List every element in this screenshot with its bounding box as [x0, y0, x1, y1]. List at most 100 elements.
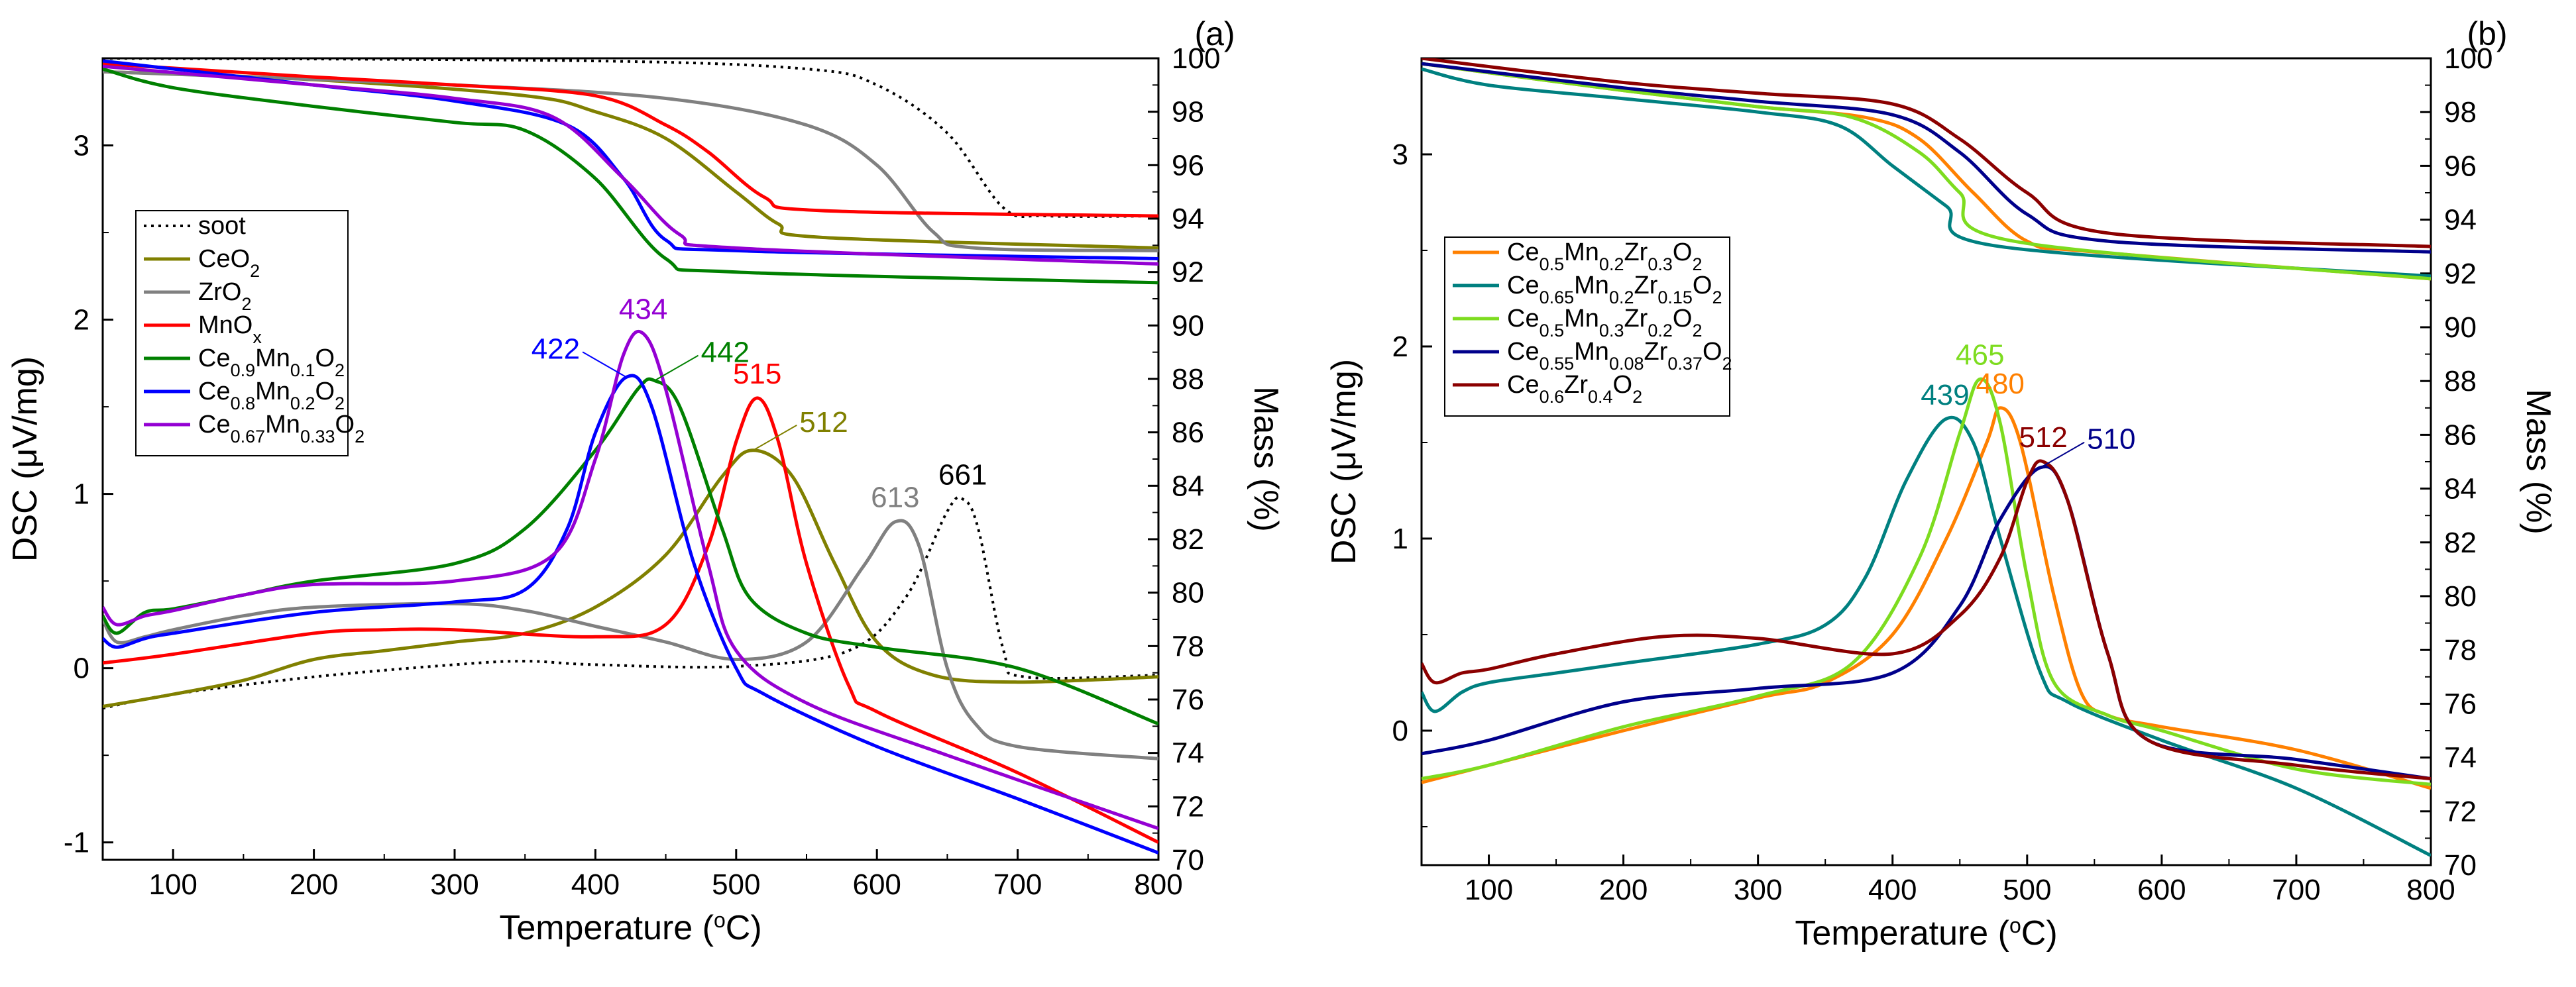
x-tick-label: 400 — [571, 868, 620, 901]
y2-tick-label: 96 — [1172, 149, 1204, 182]
x-tick-label: 500 — [712, 868, 760, 901]
y-tick-label: 1 — [74, 478, 89, 511]
legend-entry: soot — [198, 212, 246, 240]
ce09_peak_442: 442 — [701, 337, 750, 369]
legend-text-part: 0.5 — [1540, 321, 1565, 340]
mass-curve-MnOx — [103, 62, 1158, 218]
legend-text-part: 0.2 — [1648, 321, 1673, 340]
legend-text-part: MnO — [198, 311, 252, 339]
panel-label: (a) — [1194, 15, 1235, 52]
y2-tick-label: 70 — [2444, 849, 2477, 882]
y-axis-right: 70 72 74 76 78 80 82 84 86 88 90 92 94 96 98 100 Mass (%… — [1148, 42, 1285, 876]
y2-tick-label: 98 — [1172, 96, 1204, 129]
y2-tick-label: 72 — [1172, 790, 1204, 823]
legend-text-part: 0.15 — [1657, 287, 1693, 307]
dsc-curve-MnOx — [103, 396, 1158, 844]
soot_peak_661: 661 — [938, 459, 987, 492]
y2-tick-label: 84 — [1172, 470, 1204, 502]
x-axis-title-part: C) — [726, 909, 762, 947]
legend-text-part: Mn — [1574, 272, 1609, 299]
legend-text-part: 0.3 — [1599, 321, 1624, 340]
legend-text-part: 0.1 — [290, 360, 315, 380]
mnox_peak_515: 515 — [733, 358, 781, 390]
legend-text-part: O — [1703, 338, 1722, 366]
legend-text-part: Ce — [198, 411, 231, 439]
legend-text-part: O — [315, 344, 335, 372]
legend-entry: ZrO2 — [198, 278, 251, 314]
y-tick-label: 2 — [74, 304, 89, 337]
y-tick-label: 0 — [1392, 715, 1408, 747]
legend-text-part: O — [1613, 371, 1633, 399]
y2-tick-label: 78 — [1172, 630, 1204, 662]
b_peak_510: 510 — [2087, 423, 2135, 456]
x-tick-label: 800 — [1134, 868, 1182, 901]
legend-text-part: 0.9 — [231, 360, 256, 380]
y-tick-label: -1 — [64, 827, 89, 859]
legend-text-part: O — [315, 378, 335, 405]
y2-tick-label: 88 — [2444, 365, 2477, 397]
annotation-leader — [582, 351, 627, 378]
y-axis-left: 0 1 2 3 DSC (μV/mg) — [1325, 58, 1432, 827]
y2-tick-label: 94 — [1172, 203, 1204, 235]
dsc-curve-Ce0.6Zr0.4O2 — [1422, 459, 2431, 780]
y-axis-title: DSC (μV/mg) — [1325, 359, 1363, 564]
y2-tick-label: 80 — [2444, 580, 2477, 613]
legend-text-part: 2 — [241, 294, 251, 314]
y2-tick-label: 74 — [1172, 737, 1204, 770]
y-tick-label: 3 — [74, 130, 89, 162]
y2-tick-label: 86 — [2444, 419, 2477, 451]
annotation-leader — [2040, 441, 2085, 468]
legend-text-part: Ce — [1507, 338, 1540, 366]
y2-tick-label: 84 — [2444, 473, 2477, 505]
legend-text-part: 2 — [355, 427, 364, 446]
legend-text-part: 0.55 — [1540, 354, 1575, 374]
legend-text-part: 0.2 — [1599, 254, 1624, 274]
y2-tick-label: 100 — [2444, 42, 2492, 75]
legend-text-part: Mn — [255, 344, 290, 372]
y2-tick-label: 96 — [2444, 150, 2477, 182]
y-axis-title: DSC (μV/mg) — [6, 356, 44, 562]
legend-text-part: 0.67 — [231, 427, 266, 446]
y2-tick-label: 76 — [2444, 688, 2477, 720]
x-tick-label: 400 — [1868, 874, 1917, 906]
y-axis-right: 70 72 74 76 78 80 82 84 86 88 90 92 94 96 98 100 Mass (%… — [2420, 42, 2557, 882]
legend-text-part: Zr — [1644, 338, 1668, 366]
y-tick-label: 0 — [74, 652, 89, 685]
mass-curve-soot — [103, 58, 1158, 218]
x-tick-label: 300 — [430, 868, 478, 901]
legend-entry: Ce0.67Mn0.33O2 — [198, 411, 364, 446]
legend-text-part: Ce — [1507, 238, 1540, 266]
mass-curve-Ce0.6Zr0.4O2 — [1422, 58, 2431, 248]
y2-tick-label: 100 — [1172, 42, 1220, 75]
x-axis: 100 200 300 400 500 600 700 800 Temperature (oC) — [1421, 855, 2455, 953]
y2-tick-label: 86 — [1172, 417, 1204, 449]
legend-entry: MnOx — [198, 311, 262, 347]
curves — [103, 58, 1158, 855]
y2-tick-label: 70 — [1172, 844, 1204, 876]
legend-text-part: Zr — [1624, 238, 1648, 266]
legend-text-part: O — [1673, 238, 1693, 266]
y2-axis-title: Mass (%) — [1247, 386, 1285, 532]
x-tick-label: 800 — [2406, 874, 2455, 906]
y2-tick-label: 76 — [1172, 684, 1204, 716]
legend-text-part: x — [252, 327, 262, 347]
dsc-curve-Ce0.8Mn0.2O2 — [103, 374, 1158, 855]
legend-text-part: 2 — [1692, 254, 1702, 274]
y2-tick-label: 92 — [2444, 258, 2477, 290]
legend-text-part: 2 — [1712, 287, 1722, 307]
y2-tick-label: 78 — [2444, 634, 2477, 666]
y2-tick-label: 72 — [2444, 796, 2477, 828]
b_peak_439: 439 — [1921, 379, 1969, 411]
x-tick-label: 700 — [2272, 874, 2320, 906]
dsc-curve-soot — [103, 495, 1158, 710]
x-axis-title: Temperature (oC) — [1795, 913, 2057, 953]
legend-text-part: 0.37 — [1667, 354, 1703, 374]
legend-text-part: 0.6 — [1540, 387, 1565, 407]
legend-text-part: Ce — [1507, 305, 1540, 333]
y2-tick-label: 92 — [1172, 256, 1204, 289]
b_peak_465: 465 — [1956, 338, 2004, 371]
legend-text-part: 0.5 — [1540, 254, 1565, 274]
